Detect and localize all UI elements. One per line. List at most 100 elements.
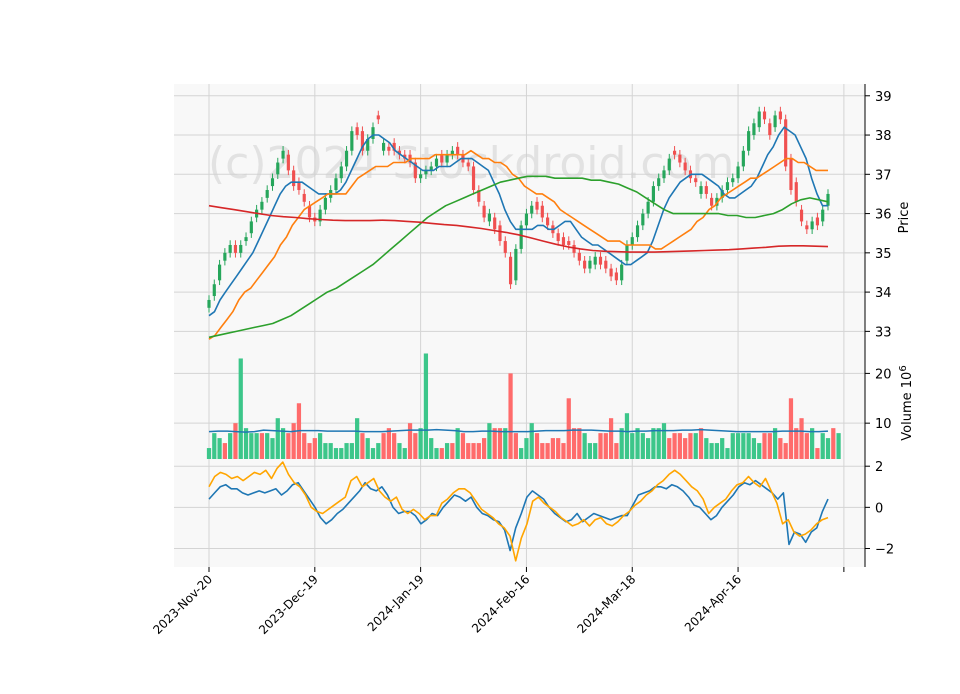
volume-bar bbox=[397, 443, 402, 459]
volume-bar bbox=[640, 433, 645, 459]
candle-body bbox=[397, 150, 402, 155]
candle-body bbox=[344, 150, 349, 167]
volume-bar bbox=[376, 443, 381, 459]
candle-body bbox=[657, 178, 661, 187]
volume-bar bbox=[450, 443, 455, 459]
candle-body bbox=[577, 252, 581, 261]
volume-bar bbox=[772, 428, 778, 459]
candle-body bbox=[292, 170, 296, 187]
candle-body bbox=[583, 260, 587, 269]
volume-bar bbox=[598, 433, 603, 459]
price-y-tick-label: 36 bbox=[875, 208, 892, 223]
grid-lines bbox=[174, 84, 865, 567]
candle-body bbox=[265, 190, 269, 198]
volume-bar bbox=[582, 433, 587, 459]
candle-body bbox=[207, 299, 211, 308]
candle-body bbox=[233, 244, 238, 253]
candle-body bbox=[413, 162, 417, 179]
x-tick-label: 2024-Apr-16 bbox=[682, 572, 744, 634]
candle-body bbox=[429, 166, 433, 171]
price-y-tick-label: 39 bbox=[875, 90, 892, 105]
price-panel-background bbox=[174, 84, 865, 351]
volume-bar bbox=[418, 428, 423, 459]
moving-average-line bbox=[208, 175, 829, 339]
candle-body bbox=[360, 131, 365, 151]
volume-bar bbox=[550, 438, 556, 459]
candle-body bbox=[508, 256, 513, 285]
candle-body bbox=[630, 237, 634, 245]
volume-bar bbox=[762, 433, 767, 459]
candle-body bbox=[635, 225, 640, 238]
candle-body bbox=[466, 162, 470, 167]
x-tick-label: 2024-Feb-16 bbox=[469, 572, 532, 635]
volume-bar bbox=[519, 448, 524, 459]
price-axis-label: Price bbox=[897, 202, 912, 234]
volume-bar bbox=[571, 428, 577, 459]
volume-bar bbox=[360, 433, 365, 459]
candle-body bbox=[514, 248, 518, 281]
candle-body bbox=[387, 146, 391, 151]
candle-body bbox=[646, 201, 650, 214]
candle-body bbox=[794, 182, 798, 202]
volume-bar bbox=[402, 448, 407, 459]
candle-body bbox=[260, 201, 264, 210]
candle-body bbox=[710, 197, 714, 206]
candle-body bbox=[323, 197, 327, 210]
volume-bar bbox=[355, 418, 360, 459]
volume-bar bbox=[206, 448, 212, 459]
oscillator-y-tick-label: −2 bbox=[875, 542, 894, 557]
volume-bar bbox=[508, 373, 513, 459]
volume-bar bbox=[577, 428, 582, 459]
x-tick-label: 2024-Jan-19 bbox=[365, 572, 427, 634]
volume-bar bbox=[614, 443, 619, 459]
candle-body bbox=[456, 146, 460, 155]
candle-body bbox=[789, 158, 793, 191]
volume-bar bbox=[312, 438, 317, 459]
candle-body bbox=[307, 205, 312, 218]
oscillator-y-tick-label: 2 bbox=[875, 460, 883, 475]
candle-body bbox=[249, 221, 253, 234]
volume-bar bbox=[233, 423, 238, 459]
volume-bar bbox=[566, 398, 571, 459]
volume-bar bbox=[328, 443, 333, 459]
candle-body bbox=[778, 111, 782, 120]
volume-bar bbox=[735, 433, 741, 459]
volume-bar bbox=[339, 448, 344, 459]
volume-bar bbox=[228, 433, 233, 459]
volume-bar bbox=[677, 433, 682, 459]
volume-bar bbox=[217, 438, 222, 459]
volume-bar bbox=[714, 443, 720, 459]
candle-body bbox=[667, 158, 671, 171]
volume-bar bbox=[825, 438, 831, 459]
candle-body bbox=[487, 213, 491, 222]
candle-body bbox=[567, 241, 571, 245]
volume-bar bbox=[275, 418, 280, 459]
volume-bar bbox=[307, 443, 312, 459]
candle-body bbox=[355, 127, 359, 136]
candle-body bbox=[678, 154, 682, 163]
volume-bar bbox=[730, 433, 735, 459]
candle-body bbox=[773, 115, 777, 128]
volume-bar bbox=[624, 413, 630, 459]
oscillator-panel-background bbox=[174, 459, 865, 567]
volume-bar bbox=[270, 438, 275, 459]
volume-bar bbox=[709, 443, 714, 459]
candle-body bbox=[318, 209, 322, 222]
volume-bar bbox=[556, 438, 561, 459]
volume-bar bbox=[497, 428, 503, 459]
candle-body bbox=[228, 244, 232, 253]
candle-body bbox=[270, 178, 275, 187]
x-tick-label: 2023-Dec-19 bbox=[256, 572, 321, 637]
volume-bar bbox=[259, 433, 265, 459]
volume-bar bbox=[455, 428, 460, 459]
volume-bar bbox=[413, 433, 418, 459]
volume-average-line bbox=[208, 428, 829, 433]
candle-body bbox=[482, 205, 486, 218]
candle-body bbox=[757, 111, 761, 128]
candle-body bbox=[244, 237, 248, 242]
volume-panel bbox=[206, 353, 841, 459]
volume-bar bbox=[381, 433, 386, 459]
volume-bar bbox=[492, 428, 497, 459]
candle-body bbox=[736, 166, 740, 179]
